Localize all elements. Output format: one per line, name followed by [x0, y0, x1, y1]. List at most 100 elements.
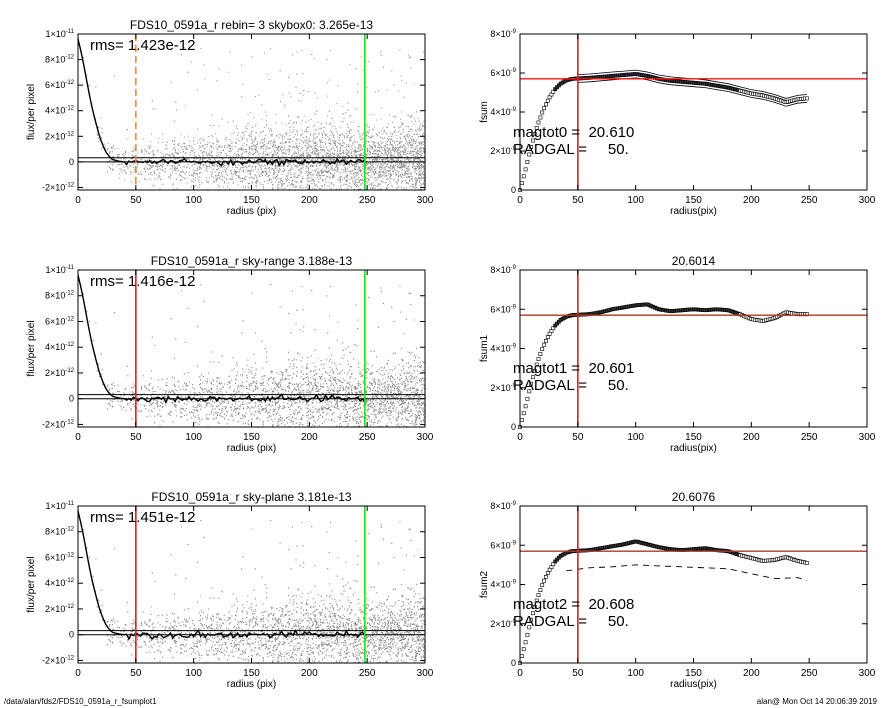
scatter-point [417, 149, 419, 151]
scatter-point [265, 154, 267, 156]
scatter-point [275, 165, 277, 167]
scatter-point [308, 155, 310, 157]
scatter-point [336, 103, 338, 105]
scatter-point [393, 156, 395, 158]
scatter-point [280, 179, 282, 181]
scatter-point [397, 140, 399, 142]
scatter-point [199, 176, 200, 178]
scatter-point [311, 179, 313, 181]
scatter-point [175, 172, 177, 174]
scatter-point [422, 183, 424, 184]
scatter-point [356, 184, 358, 186]
scatter-point [294, 150, 296, 152]
scatter-point [278, 168, 280, 170]
scatter-point [408, 163, 410, 165]
scatter-point [404, 145, 406, 147]
scatter-point [232, 156, 234, 158]
scatter-point [401, 163, 403, 165]
scatter-point [422, 166, 424, 168]
scatter-point [408, 171, 410, 173]
scatter-point [396, 158, 398, 160]
scatter-point [310, 164, 311, 166]
scatter-point [419, 127, 420, 129]
scatter-point [398, 130, 400, 132]
scatter-point [339, 181, 341, 183]
scatter-point [174, 156, 176, 158]
scatter-point [339, 137, 340, 138]
scatter-point [210, 159, 211, 161]
scatter-point [122, 153, 124, 155]
scatter-point [197, 166, 199, 168]
scatter-point [414, 155, 416, 157]
scatter-point [365, 172, 367, 174]
scatter-point [385, 175, 387, 177]
scatter-point [146, 168, 148, 169]
scatter-point [347, 150, 349, 152]
scatter-point [312, 165, 314, 167]
scatter-point [189, 159, 191, 161]
scatter-point [389, 170, 391, 172]
scatter-point [366, 163, 368, 165]
scatter-point [314, 113, 316, 115]
scatter-point [401, 182, 403, 184]
scatter-point [335, 131, 337, 133]
scatter-point [327, 95, 329, 97]
scatter-point [196, 173, 198, 175]
scatter-point [398, 143, 400, 145]
scatter-point [129, 173, 131, 175]
scatter-point [246, 144, 248, 146]
scatter-point [136, 162, 138, 163]
scatter-point [307, 155, 309, 157]
scatter-point [416, 134, 418, 135]
scatter-point [342, 151, 344, 153]
scatter-point [341, 156, 343, 157]
scatter-point [261, 139, 263, 140]
scatter-point [417, 117, 419, 119]
scatter-point [131, 172, 132, 174]
scatter-point [415, 141, 417, 143]
scatter-point [282, 165, 284, 166]
scatter-point [174, 158, 176, 160]
scatter-point [314, 146, 316, 147]
scatter-point [407, 176, 409, 178]
scatter-point [349, 182, 351, 184]
scatter-point [383, 163, 385, 165]
scatter-point [351, 153, 353, 155]
scatter-point [147, 159, 148, 161]
scatter-point [322, 172, 324, 174]
scatter-point [304, 145, 306, 147]
scatter-point [345, 170, 347, 172]
scatter-point [314, 170, 316, 172]
scatter-point [390, 175, 392, 176]
scatter-point [293, 173, 295, 175]
scatter-point [255, 152, 256, 154]
scatter-point [325, 160, 327, 162]
scatter-point [419, 146, 421, 148]
scatter-point [347, 146, 349, 148]
scatter-point [316, 136, 318, 138]
scatter-point [193, 173, 195, 175]
scatter-point [269, 178, 271, 180]
scatter-point [317, 162, 319, 164]
scatter-point [274, 142, 276, 144]
scatter-point [197, 156, 199, 158]
scatter-point [337, 150, 338, 152]
scatter-point [267, 147, 269, 149]
scatter-point [380, 166, 382, 168]
scatter-point [404, 150, 406, 151]
scatter-point [256, 183, 258, 185]
scatter-point [253, 148, 255, 150]
scatter-point [288, 179, 290, 181]
scatter-point [164, 159, 166, 161]
scatter-point [386, 159, 388, 161]
scatter-point [407, 182, 409, 184]
scatter-point [280, 142, 282, 144]
scatter-point [380, 188, 382, 190]
scatter-point [351, 148, 353, 150]
scatter-point [399, 163, 401, 165]
x-axis-label: radius (pix) [227, 206, 276, 217]
scatter-point [350, 115, 352, 117]
scatter-point [336, 167, 338, 169]
scatter-point [421, 155, 423, 156]
scatter-point [312, 187, 313, 189]
